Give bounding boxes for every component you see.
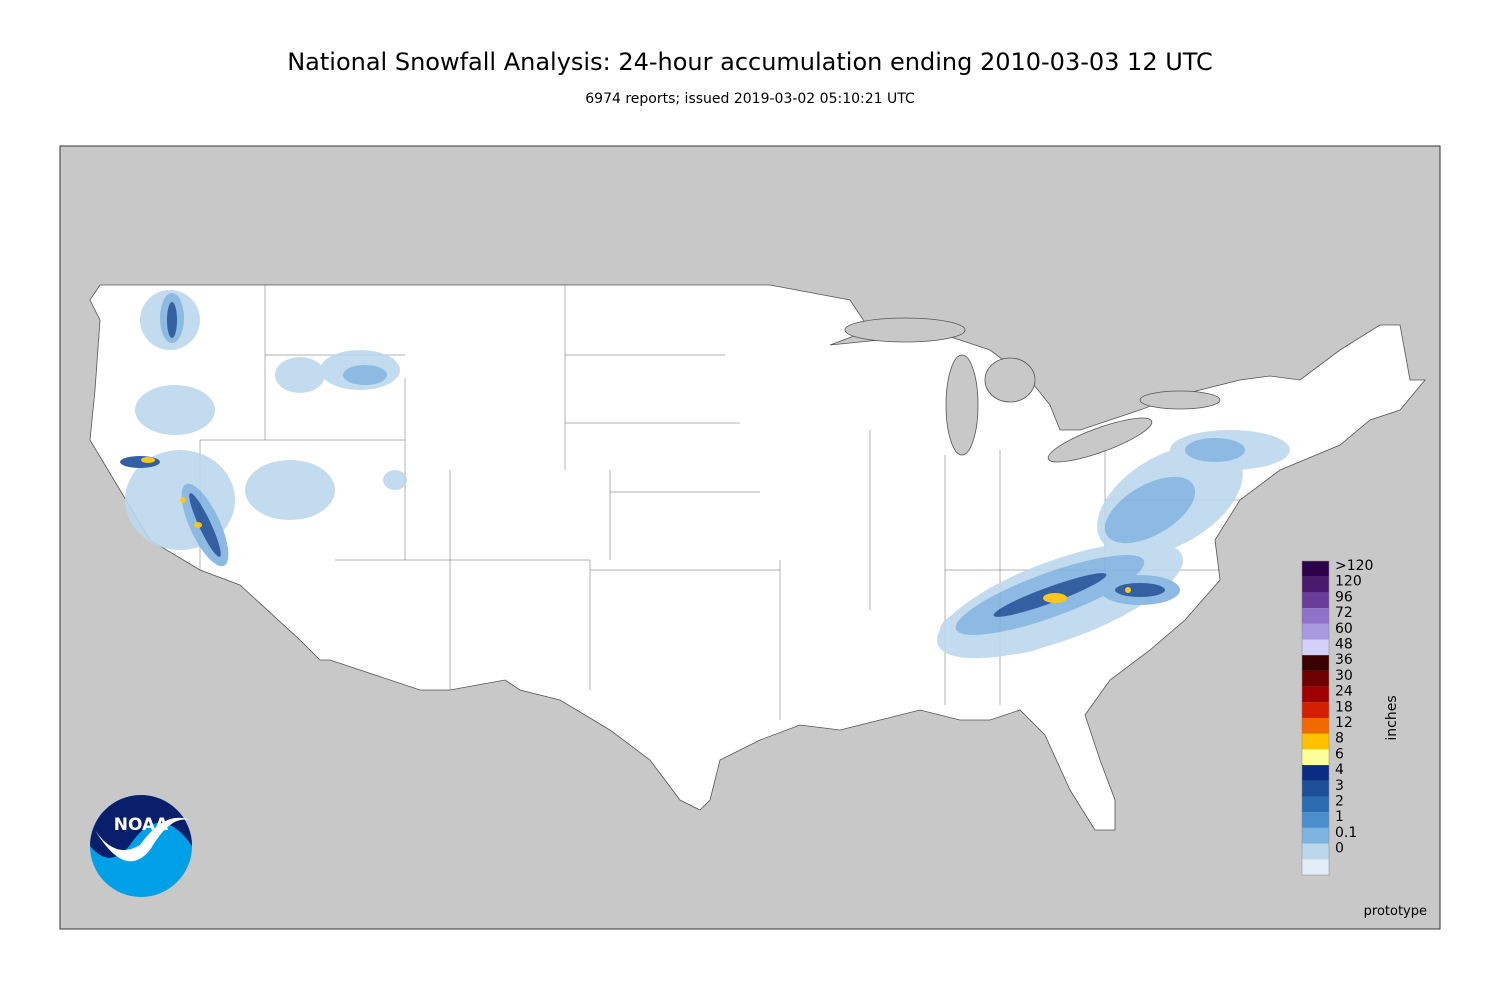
map: NOAA prototype — [59, 145, 1441, 930]
logo-text: NOAA — [114, 815, 169, 835]
title: National Snowfall Analysis: 24-hour accu… — [287, 48, 1213, 76]
legend-label: 0.1 — [1335, 825, 1357, 841]
legend-swatch — [1302, 843, 1329, 860]
legend-label: 48 — [1335, 637, 1353, 653]
legend-swatch — [1302, 859, 1329, 875]
legend-swatch — [1302, 561, 1329, 577]
legend-swatch — [1302, 733, 1329, 750]
legend-label: 60 — [1335, 621, 1353, 637]
legend-label: 18 — [1335, 699, 1353, 715]
legend-label: 4 — [1335, 762, 1344, 778]
legend-frame — [1301, 560, 1330, 876]
legend-swatch — [1302, 576, 1329, 593]
us-land — [89, 284, 1426, 831]
noaa-logo: NOAA — [90, 795, 192, 897]
legend-swatch — [1302, 639, 1329, 656]
legend-label: 12 — [1335, 715, 1353, 731]
legend-label: 1 — [1335, 809, 1344, 825]
legend-label: 0 — [1335, 841, 1344, 857]
legend-swatch — [1302, 780, 1329, 797]
legend-swatch — [1302, 623, 1329, 640]
legend-swatch — [1302, 765, 1329, 781]
snow-areas — [120, 290, 1290, 659]
legend-label: 8 — [1335, 731, 1344, 747]
legend-swatch — [1302, 670, 1329, 687]
legend-label: 36 — [1335, 652, 1353, 668]
legend-swatch — [1302, 827, 1329, 844]
legend-swatch — [1302, 812, 1329, 828]
legend-swatch — [1302, 702, 1329, 718]
legend-swatch — [1302, 686, 1329, 703]
legend-label: 30 — [1335, 668, 1353, 684]
legend-swatch — [1302, 796, 1329, 813]
subtitle: 6974 reports; issued 2019-03-02 05:10:21… — [585, 91, 915, 107]
legend-label: 96 — [1335, 589, 1353, 605]
lakes — [844, 317, 1221, 463]
legend-swatch — [1302, 655, 1329, 671]
legend-unit: inches — [1384, 695, 1400, 740]
legend-label: 120 — [1335, 574, 1362, 590]
legend-label: 3 — [1335, 778, 1344, 794]
legend-swatch — [1302, 608, 1329, 624]
legend-label: 2 — [1335, 794, 1344, 810]
legend-swatch — [1302, 592, 1329, 609]
legend-label: 6 — [1335, 746, 1344, 762]
legend-swatch — [1302, 718, 1329, 734]
footer-note: prototype — [1364, 904, 1427, 919]
legend-swatch — [1302, 749, 1329, 766]
legend-label: 24 — [1335, 684, 1353, 700]
legend-label: 72 — [1335, 605, 1353, 621]
legend-label: >120 — [1335, 558, 1373, 574]
